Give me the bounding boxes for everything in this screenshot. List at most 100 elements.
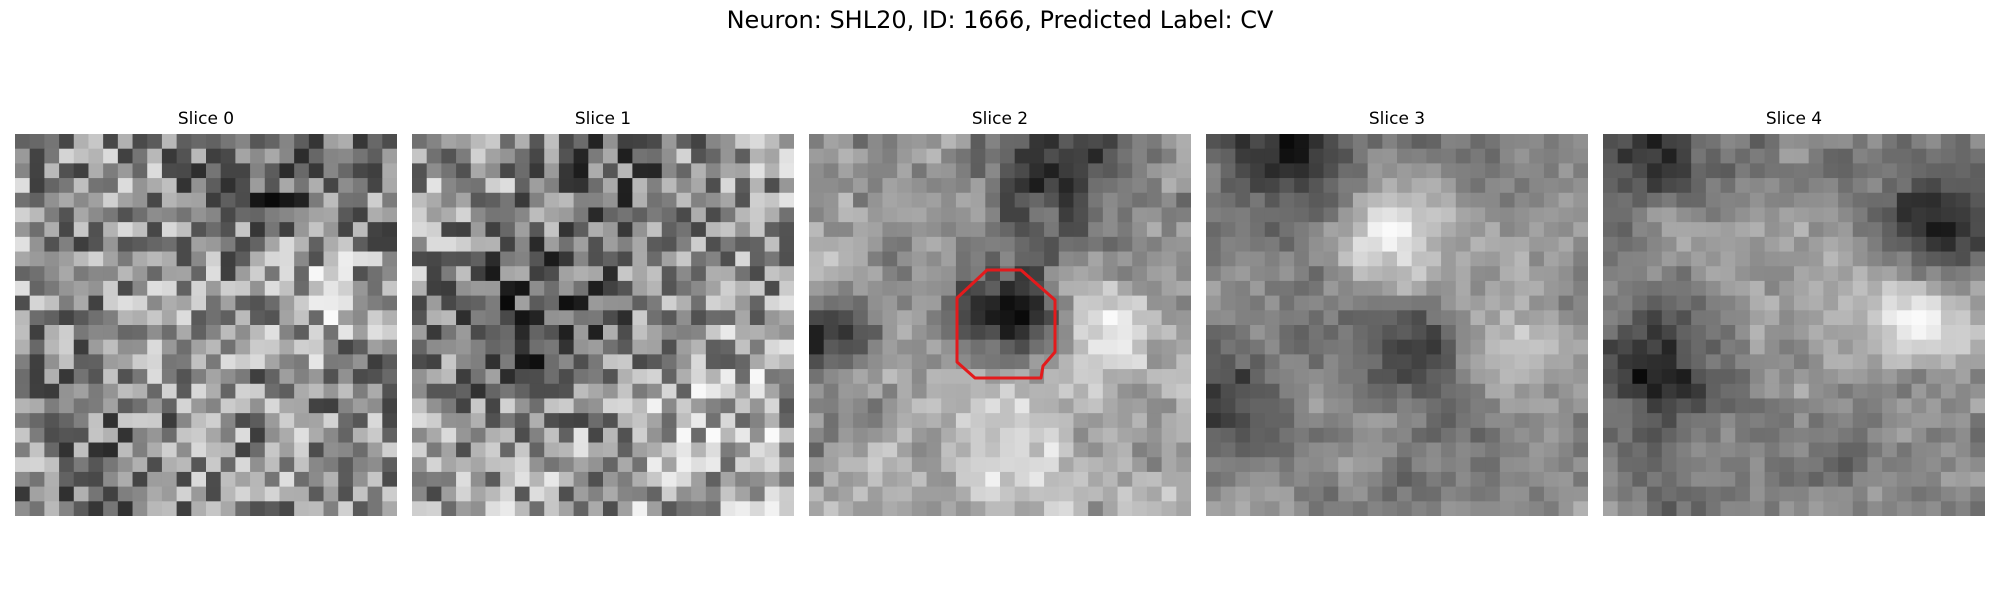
pixel-cell: [323, 266, 339, 282]
pixel-cell: [1867, 457, 1883, 473]
pixel-cell: [603, 398, 619, 414]
pixel-cell: [147, 236, 163, 252]
pixel-cell: [323, 501, 339, 516]
pixel-cell: [220, 413, 236, 429]
pixel-cell: [647, 280, 663, 297]
pixel-cell: [1632, 413, 1648, 429]
pixel-cell: [1720, 207, 1736, 223]
pixel-cell: [15, 280, 31, 297]
pixel-cell: [941, 266, 957, 282]
pixel-cell: [1735, 236, 1751, 252]
pixel-cell: [441, 471, 457, 488]
pixel-cell: [1808, 354, 1824, 370]
pixel-cell: [1455, 398, 1471, 414]
pixel-cell: [720, 178, 736, 194]
pixel-cell: [1926, 457, 1942, 473]
pixel-cell: [1676, 325, 1692, 341]
pixel-cell: [103, 178, 119, 194]
pixel-cell: [1220, 501, 1236, 516]
pixel-cell: [1558, 163, 1574, 179]
pixel-cell: [470, 501, 486, 516]
pixel-cell: [279, 369, 295, 385]
pixel-cell: [1485, 310, 1501, 326]
pixel-cell: [1485, 295, 1501, 311]
pixel-cell: [73, 207, 89, 223]
pixel-cell: [1647, 398, 1663, 414]
pixel-cell: [1029, 280, 1045, 297]
pixel-cell: [220, 280, 236, 297]
pixel-cell: [897, 251, 913, 267]
pixel-cell: [882, 266, 898, 282]
pixel-cell: [1485, 486, 1501, 502]
pixel-cell: [926, 339, 942, 355]
pixel-cell: [911, 383, 927, 399]
pixel-cell: [676, 178, 692, 194]
pixel-cell: [749, 222, 766, 238]
pixel-cell: [955, 295, 972, 311]
pixel-cell: [161, 163, 178, 179]
pixel-cell: [632, 354, 648, 370]
pixel-cell: [1117, 413, 1133, 429]
pixel-cell: [1132, 207, 1148, 223]
pixel-cell: [117, 383, 133, 399]
pixel-cell: [1146, 148, 1163, 164]
pixel-cell: [676, 339, 692, 355]
pixel-cell: [59, 339, 75, 355]
pixel-cell: [382, 163, 397, 179]
pixel-cell: [88, 236, 104, 252]
pixel-cell: [1543, 178, 1560, 194]
pixel-cell: [1397, 251, 1413, 267]
pixel-cell: [632, 207, 648, 223]
pixel-cell: [1294, 325, 1310, 341]
pixel-cell: [1470, 325, 1486, 341]
pixel-cell: [603, 471, 619, 488]
pixel-cell: [206, 398, 222, 414]
pixel-cell: [352, 369, 369, 385]
pixel-cell: [161, 134, 178, 150]
pixel-cell: [1220, 383, 1236, 399]
pixel-cell: [117, 369, 133, 385]
pixel-cell: [558, 148, 575, 164]
pixel-cell: [500, 178, 516, 194]
pixel-cell: [44, 398, 60, 414]
pixel-cell: [1573, 471, 1588, 488]
pixel-cell: [1779, 251, 1795, 267]
pixel-cell: [558, 325, 575, 341]
pixel-cell: [1426, 266, 1442, 282]
pixel-cell: [970, 339, 986, 355]
pixel-cell: [1088, 471, 1104, 488]
pixel-cell: [1426, 354, 1442, 370]
pixel-cell: [191, 325, 207, 341]
pixel-cell: [426, 383, 442, 399]
pixel-cell: [1117, 501, 1133, 516]
pixel-cell: [1514, 442, 1530, 458]
pixel-cell: [1088, 369, 1104, 385]
pixel-cell: [941, 325, 957, 341]
pixel-cell: [735, 427, 751, 443]
pixel-cell: [603, 427, 619, 443]
pixel-cell: [1000, 310, 1016, 326]
pixel-cell: [705, 457, 721, 473]
pixel-cell: [779, 236, 794, 252]
pixel-cell: [412, 339, 428, 355]
pixel-cell: [441, 398, 457, 414]
pixel-cell: [1250, 192, 1266, 208]
pixel-cell: [161, 310, 178, 326]
pixel-cell: [15, 471, 31, 488]
pixel-cell: [206, 501, 222, 516]
pixel-cell: [1940, 413, 1957, 429]
pixel-cell: [1264, 427, 1280, 443]
pixel-cell: [1279, 486, 1295, 502]
pixel-cell: [823, 354, 839, 370]
pixel-cell: [1441, 280, 1457, 297]
pixel-cell: [691, 251, 707, 267]
pixel-cell: [367, 398, 383, 414]
pixel-cell: [1382, 236, 1398, 252]
pixel-cell: [1426, 398, 1442, 414]
pixel-cell: [1308, 457, 1324, 473]
pixel-cell: [1352, 310, 1369, 326]
pixel-cell: [1323, 325, 1339, 341]
pixel-cell: [456, 427, 472, 443]
pixel-cell: [250, 251, 266, 267]
pixel-cell: [352, 280, 369, 297]
